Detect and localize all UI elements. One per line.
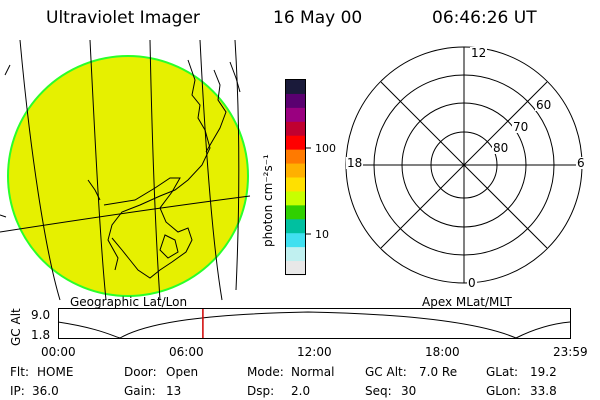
glon-value: 33.8: [530, 384, 557, 398]
gc-alt-tick-9: 9.0: [31, 308, 51, 322]
time-tick-1200: 12:00: [297, 345, 332, 359]
colorbar-gradient: [286, 80, 306, 276]
colorbar-segment: [286, 205, 306, 220]
time-tick-0600: 06:00: [169, 345, 204, 359]
mlat-label-70: 70: [512, 120, 530, 134]
colorbar-unit-label: photon cm⁻²s⁻¹: [261, 154, 275, 247]
mlt-label-0: 0: [467, 276, 477, 290]
colorbar-segment: [286, 261, 306, 276]
gain-label: Gain:: [124, 384, 156, 398]
door-label: Door:: [124, 365, 157, 379]
flt-value: HOME: [37, 365, 74, 379]
colorbar-segment: [286, 163, 306, 178]
flt-label: Flt:: [10, 365, 29, 379]
glat-value: 19.2: [530, 365, 557, 379]
colorbar-segment: [286, 177, 306, 192]
colorbar-segment: [286, 247, 306, 262]
time-tick-0000: 00:00: [41, 345, 76, 359]
time-tick-2359: 23:59: [553, 345, 588, 359]
colorbar-segment: [286, 93, 306, 109]
door-value: Open: [166, 365, 199, 379]
gc-alt-tick-1-8: 1.8: [31, 328, 51, 342]
mlt-label-6: 6: [576, 156, 586, 170]
dsp-label: Dsp:: [247, 384, 275, 398]
mlat-label-80: 80: [492, 141, 510, 155]
instrument-title: Ultraviolet Imager: [46, 8, 200, 28]
mlat-label-60: 60: [535, 98, 553, 112]
gc-alt-timeline: [57, 308, 571, 339]
earth-disk: [8, 56, 248, 296]
colorbar-segment: [286, 191, 306, 206]
gc-alt-status-label: GC Alt:: [365, 365, 407, 379]
colorbar-segment: [286, 135, 306, 151]
observation-time: 06:46:26 UT: [432, 8, 537, 28]
colorbar-segment: [286, 121, 306, 137]
dsp-value: 2.0: [291, 384, 311, 398]
earth-limb: [7, 55, 249, 297]
seq-value: 30: [401, 384, 417, 398]
colorbar-tick-100: 100: [315, 142, 336, 155]
glat-label: GLat:: [486, 365, 519, 379]
gc-alt-axis-label: GC Alt: [9, 308, 23, 346]
lat-lon-grid: [0, 39, 251, 301]
colorbar-segment: [286, 80, 306, 95]
observation-date: 16 May 00: [273, 8, 363, 28]
glon-label: GLon:: [486, 384, 521, 398]
colorbar-tick-10: 10: [315, 228, 329, 241]
ip-value: 36.0: [32, 384, 59, 398]
colorbar: [285, 79, 311, 276]
geographic-panel-title: Geographic Lat/Lon: [70, 295, 188, 309]
apex-panel-title: Apex MLat/MLT: [422, 295, 512, 309]
gc-alt-curve: [57, 311, 571, 339]
time-tick-1800: 18:00: [425, 345, 460, 359]
mode-label: Mode:: [247, 365, 284, 379]
seq-label: Seq:: [365, 384, 392, 398]
colorbar-segment: [286, 149, 306, 165]
colorbar-segment: [286, 107, 306, 123]
ip-label: IP:: [10, 384, 25, 398]
gain-value: 13: [166, 384, 182, 398]
mlt-label-12: 12: [470, 46, 488, 60]
colorbar-segment: [286, 219, 306, 234]
gc-alt-status-value: 7.0 Re: [419, 365, 458, 379]
mlt-label-18: 18: [346, 156, 364, 170]
colorbar-segment: [286, 233, 306, 248]
mode-value: Normal: [291, 365, 335, 379]
coastlines: [87, 59, 241, 279]
